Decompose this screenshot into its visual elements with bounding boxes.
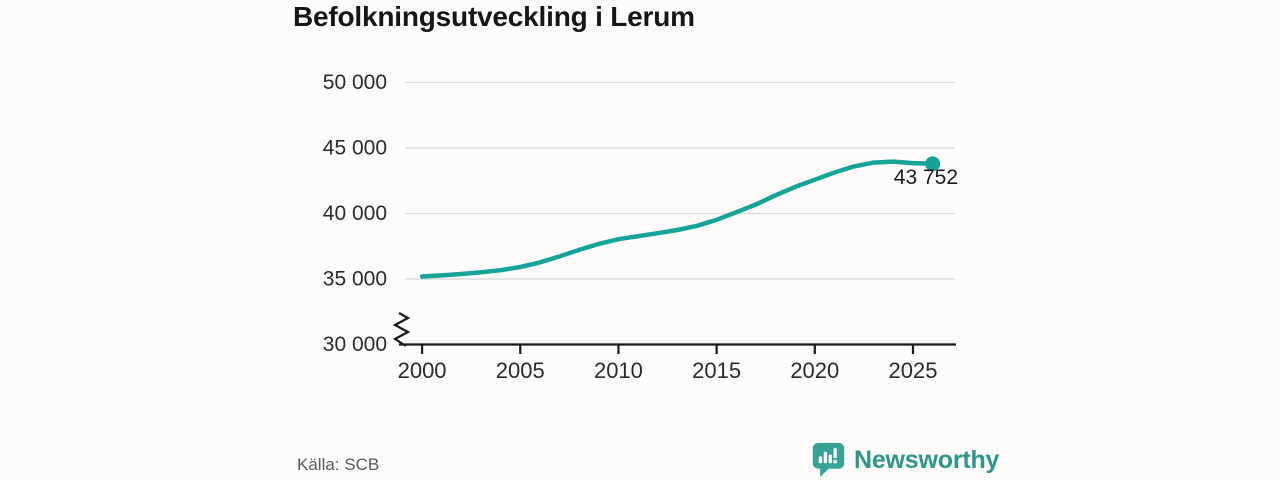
axis-break-icon [392,312,411,347]
x-tick-label: 2015 [692,358,741,383]
y-tick-label: 50 000 [323,71,387,94]
chart-title: Befolkningsutveckling i Lerum [293,1,695,32]
source-label: Källa: SCB [297,455,380,474]
endpoint-dot [925,156,941,172]
x-tick-label: 2000 [398,358,447,383]
population-line [419,159,935,279]
newsworthy-speech-bubble-bar-chart-icon [812,442,845,478]
brand-name: Newsworthy [854,445,1000,474]
newsworthy-logo: Newsworthy [810,441,999,479]
endpoint-value-label: 43 752 [893,166,958,189]
x-tick-label: 2025 [889,358,938,383]
y-tick-label: 30 000 [323,333,387,356]
y-tick-label: 45 000 [323,137,387,160]
y-tick-label: 35 000 [323,268,387,291]
x-tick-label: 2005 [496,358,545,383]
x-tick-label: 2010 [594,358,643,383]
x-tick-label: 2020 [790,358,839,383]
y-tick-label: 40 000 [323,202,387,225]
